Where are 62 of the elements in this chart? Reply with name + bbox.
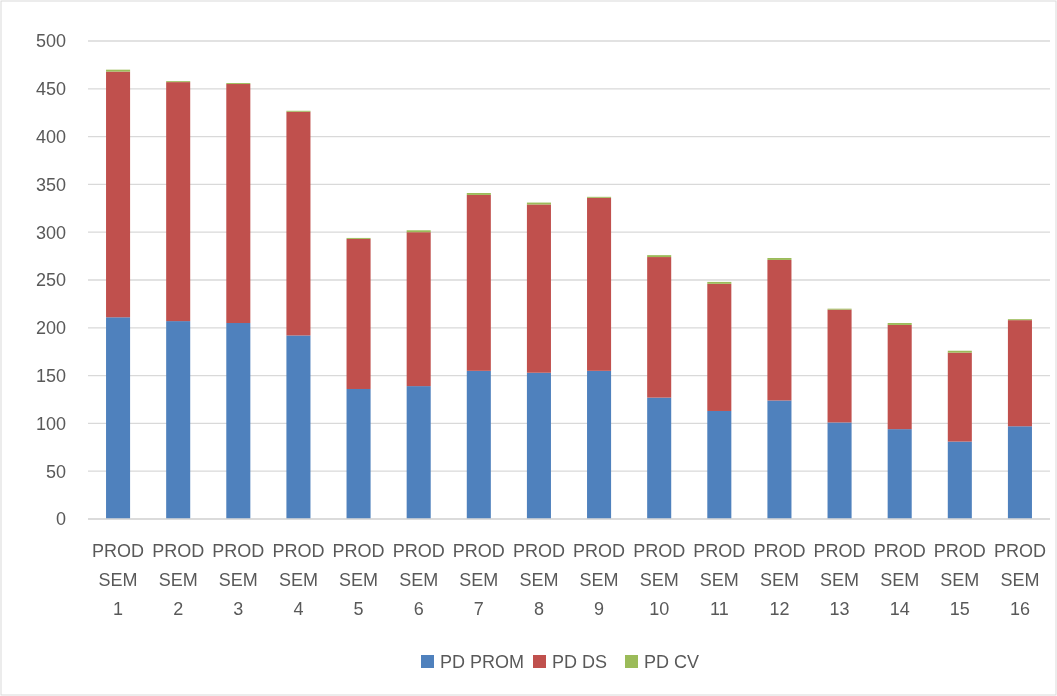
bar (767, 400, 792, 519)
x-tick-label: PROD SEM 7 (452, 541, 505, 619)
bar (887, 429, 912, 519)
bar (346, 388, 371, 519)
bar (466, 194, 491, 371)
y-tick-label: 400 (35, 126, 66, 147)
bar (827, 309, 852, 423)
bar (1007, 426, 1032, 519)
bar (887, 324, 912, 430)
x-tick-label: PROD SEM 12 (753, 541, 806, 619)
y-tick-label: 200 (35, 318, 66, 339)
bar (947, 441, 972, 519)
bar (106, 317, 131, 519)
bar (827, 422, 852, 519)
bar (226, 323, 251, 519)
y-tick-label: 300 (35, 222, 66, 243)
bar (346, 238, 371, 389)
y-tick-label: 50 (45, 461, 66, 482)
bar (286, 335, 311, 519)
bar (106, 71, 131, 318)
bar (286, 111, 311, 336)
bar (526, 372, 551, 519)
y-tick-label: 350 (35, 174, 66, 195)
bar (406, 232, 431, 387)
legend-label: PD PROM (440, 652, 525, 673)
bar (166, 82, 191, 322)
y-tick-label: 100 (35, 413, 66, 434)
x-tick-label: PROD SEM 16 (993, 541, 1046, 619)
bar (466, 370, 491, 519)
x-tick-label: PROD SEM 2 (152, 541, 205, 619)
x-tick-label: PROD SEM 3 (212, 541, 265, 619)
x-tick-label: PROD SEM 9 (573, 541, 626, 619)
bar (166, 321, 191, 519)
x-tick-label: PROD SEM 11 (693, 541, 746, 619)
bar (767, 259, 792, 401)
x-tick-label: PROD SEM 4 (272, 541, 325, 619)
x-tick-label: PROD SEM 1 (92, 541, 145, 619)
x-tick-label: PROD SEM 14 (873, 541, 926, 619)
bar (947, 352, 972, 442)
y-tick-label: 500 (35, 31, 66, 52)
bar (647, 257, 672, 398)
legend-label: PD DS (552, 652, 608, 673)
x-tick-label: PROD SEM 8 (512, 541, 565, 619)
y-tick-label: 450 (35, 79, 66, 100)
x-tick-label: PROD SEM 10 (633, 541, 686, 619)
bar (707, 283, 732, 411)
x-tick-label: PROD SEM 6 (392, 541, 445, 619)
bar (587, 370, 612, 519)
y-tick-label: 150 (35, 365, 66, 386)
bar (587, 197, 612, 371)
bar (226, 84, 251, 324)
y-tick-label: 0 (55, 509, 66, 530)
x-tick-label: PROD SEM 13 (813, 541, 866, 619)
x-tick-label: PROD SEM 5 (332, 541, 385, 619)
x-tick-label: PROD SEM 15 (933, 541, 986, 619)
bar (1007, 320, 1032, 427)
legend-label: PD CV (644, 652, 700, 673)
bar (707, 410, 732, 519)
y-tick-label: 250 (35, 270, 66, 291)
bar (406, 386, 431, 519)
bar (526, 204, 551, 373)
bar (647, 397, 672, 519)
